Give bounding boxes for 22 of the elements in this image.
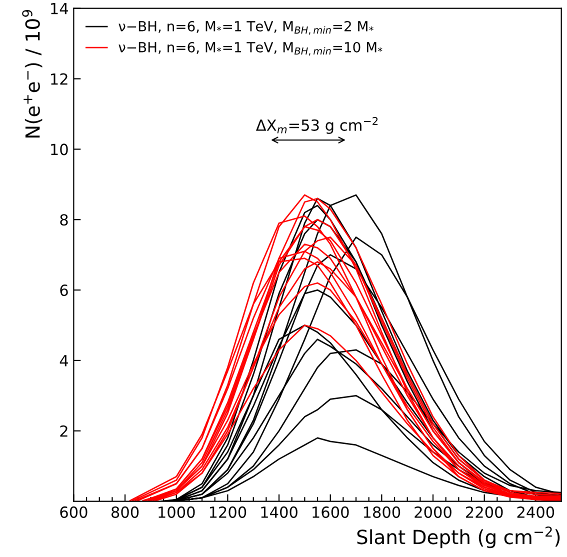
y-tick-label: 12 [51, 73, 68, 85]
x-tick-label: 1000 [158, 506, 195, 518]
x-tick-label: 1600 [312, 506, 349, 518]
x-tick-label: 2200 [466, 506, 503, 518]
x-axis-title: Slant Depth (g cm$^{−2}$) [357, 526, 560, 548]
legend-label: ν−BH, n=6, M$_{*}$=1 TeV, M$_{BH,min}$=10 M$_{*}$ [118, 42, 382, 56]
y-tick-label: 2 [60, 425, 68, 437]
x-tick-label: 1200 [210, 506, 246, 518]
y-tick-label: 8 [60, 214, 68, 226]
x-tick-label: 1400 [261, 506, 298, 518]
x-tick-label: 2000 [414, 506, 452, 518]
x-tick-label: 800 [111, 506, 139, 518]
y-tick-label: 4 [60, 355, 68, 366]
legend-label: ν−BH, n=6, M$_{*}$=1 TeV, M$_{BH,min}$=2 M$_{*}$ [118, 20, 374, 35]
y-tick-label: 14 [51, 3, 68, 14]
y-tick-label: 6 [60, 284, 68, 296]
annotation: ΔX$_{m}$=53 g cm$^{−2}$ [256, 116, 378, 134]
y-tick-label: 10 [51, 144, 68, 156]
x-tick-label: 600 [60, 506, 88, 518]
y-axis-title: N(e$^{+}$e$^{−}$) / 10$^{9}$ [22, 10, 42, 138]
x-tick-label: 2400 [517, 506, 554, 518]
x-tick-label: 1800 [364, 506, 400, 518]
